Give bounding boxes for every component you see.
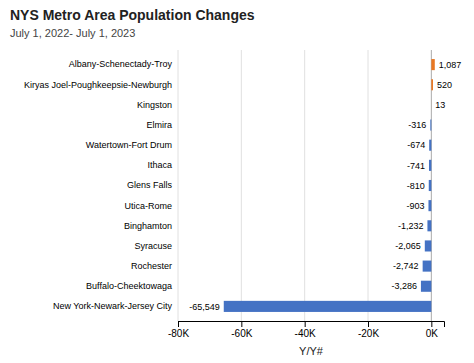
y-tick: Rochester xyxy=(131,261,178,271)
data-label: -741 xyxy=(407,161,425,171)
bar xyxy=(429,140,431,151)
bar xyxy=(427,220,431,231)
y-tick: Glens Falls xyxy=(127,180,178,190)
y-tick-label: Kingston xyxy=(137,100,172,110)
bar xyxy=(428,200,431,211)
y-tick: Watertown-Fort Drum xyxy=(86,140,178,150)
data-label: -2,065 xyxy=(395,241,421,251)
bar xyxy=(421,281,431,292)
x-tick-mark xyxy=(178,321,179,327)
y-tick-label: Elmira xyxy=(146,120,172,130)
bar xyxy=(431,79,433,90)
x-tick: 0K xyxy=(426,321,439,339)
y-tick: Buffalo-Cheektowaga xyxy=(86,281,178,291)
grid-line xyxy=(368,50,369,321)
y-tick: New York-Newark-Jersey City xyxy=(53,301,178,311)
bar xyxy=(429,180,432,191)
data-label: -3,286 xyxy=(391,281,417,291)
data-label: 13 xyxy=(435,100,445,110)
subtitle: July 1, 2022- July 1, 2023 xyxy=(10,27,135,39)
y-tick: Elmira xyxy=(146,120,178,130)
y-tick-label: Utica-Rome xyxy=(124,201,172,211)
y-tick-label: Syracuse xyxy=(134,241,172,251)
x-tick-label: -80K xyxy=(168,328,189,339)
x-tick-label: -60K xyxy=(231,328,252,339)
x-tick-mark xyxy=(305,321,306,327)
x-tick: -20K xyxy=(358,321,379,339)
x-axis-title: Y/Y# xyxy=(299,345,324,357)
y-tick-label: Binghamton xyxy=(124,221,172,231)
data-label: 1,087 xyxy=(439,60,462,70)
bar xyxy=(224,301,432,312)
x-tick-mark xyxy=(368,321,369,327)
grid-line xyxy=(178,50,179,321)
x-axis: -80K -60K -40K -20K 0K xyxy=(168,321,445,339)
x-tick-mark xyxy=(431,321,432,327)
x-tick: -40K xyxy=(295,321,316,339)
y-tick-label: Rochester xyxy=(131,261,172,271)
grid xyxy=(178,50,431,321)
x-tick-label: -40K xyxy=(295,328,316,339)
y-tick: Kiryas Joel-Poughkeepsie-Newburgh xyxy=(24,80,178,90)
x-tick-label: -20K xyxy=(358,328,379,339)
y-tick-label: Kiryas Joel-Poughkeepsie-Newburgh xyxy=(24,80,172,90)
x-tick-label: 0K xyxy=(426,328,439,339)
data-label: -1,232 xyxy=(398,221,424,231)
x-axis-line xyxy=(179,322,445,328)
data-label: -2,742 xyxy=(393,261,419,271)
y-tick-label: Buffalo-Cheektowaga xyxy=(86,281,172,291)
y-tick: Ithaca xyxy=(147,160,178,170)
y-tick-label: Ithaca xyxy=(147,160,172,170)
y-tick: Kingston xyxy=(137,100,178,110)
bar xyxy=(429,160,431,171)
data-label: -674 xyxy=(407,140,425,150)
y-tick: Binghamton xyxy=(124,221,178,231)
bar xyxy=(423,261,432,272)
y-axis: New York-Newark-Jersey City Buffalo-Cheek… xyxy=(24,59,178,311)
data-label: -903 xyxy=(406,201,424,211)
title: NYS Metro Area Population Changes xyxy=(10,7,255,23)
y-tick: Albany-Schenectady-Troy xyxy=(69,59,178,69)
grid-line xyxy=(304,50,305,321)
bar xyxy=(430,120,431,131)
x-tick-mark xyxy=(241,321,242,327)
data-label: -810 xyxy=(407,181,425,191)
bar xyxy=(431,59,434,70)
data-label: -65,549 xyxy=(189,302,220,312)
plot: -65,549 -3,286 -2,742 -2,065 -1,232 -903 -810 -… xyxy=(24,50,461,357)
grid-line xyxy=(241,50,242,321)
y-tick: Syracuse xyxy=(134,241,178,251)
y-tick-label: Glens Falls xyxy=(127,180,173,190)
chart: NYS Metro Area Population Changes July 1,… xyxy=(0,0,474,363)
bar xyxy=(425,240,432,251)
bars xyxy=(224,59,435,312)
x-tick: -60K xyxy=(231,321,252,339)
bar xyxy=(431,99,432,110)
y-tick-label: Watertown-Fort Drum xyxy=(86,140,172,150)
data-label: 520 xyxy=(437,80,452,90)
x-tick: -80K xyxy=(168,321,189,339)
y-tick: Utica-Rome xyxy=(124,201,178,211)
y-tick-label: New York-Newark-Jersey City xyxy=(53,301,173,311)
data-label: -316 xyxy=(408,120,426,130)
y-tick-label: Albany-Schenectady-Troy xyxy=(69,59,173,69)
data-labels: -65,549 -3,286 -2,742 -2,065 -1,232 -903 -810 -… xyxy=(189,60,461,312)
